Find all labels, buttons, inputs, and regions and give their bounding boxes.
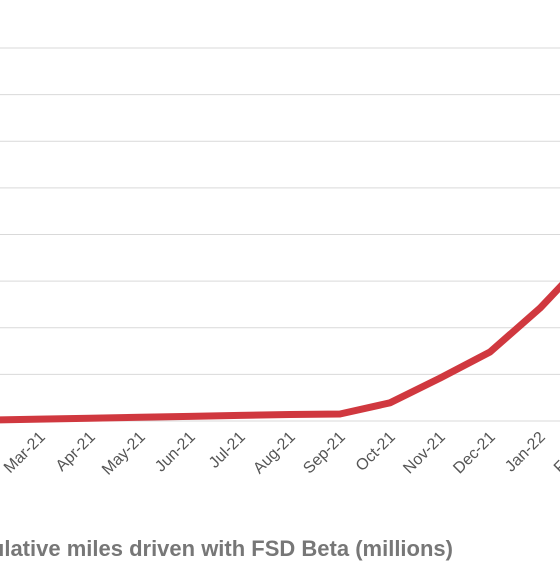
x-tick-label: Oct-21 [353, 429, 399, 475]
x-tick-label: May-21 [99, 429, 149, 479]
x-tick-label: Feb-22 [551, 429, 560, 477]
x-tick-label: Sep-21 [300, 429, 349, 478]
line [0, 282, 560, 424]
x-tick-label: Nov-21 [400, 429, 449, 478]
x-tick-label: Dec-21 [450, 429, 499, 478]
x-tick-label: Jun-21 [152, 429, 199, 476]
chart-title: Cumulative miles driven with FSD Beta (m… [0, 536, 453, 561]
x-tick-label: Jul-21 [206, 429, 249, 472]
x-tick-label: Mar-21 [1, 429, 49, 477]
x-tick-label: Aug-21 [250, 429, 299, 478]
x-tick-label: Apr-21 [53, 429, 99, 475]
x-tick-label: Jan-22 [502, 429, 549, 476]
